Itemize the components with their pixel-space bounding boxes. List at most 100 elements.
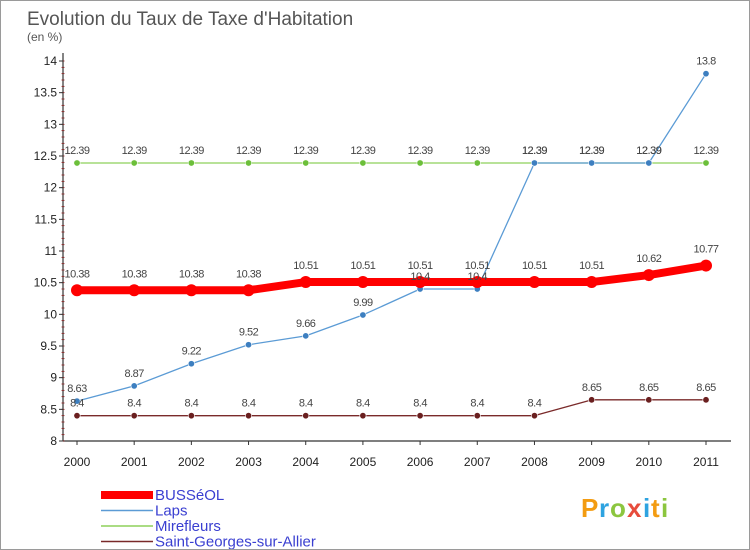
data-label: 8.87 (124, 368, 144, 380)
y-tick-label: 11.5 (35, 212, 58, 226)
data-label: 10.62 (636, 253, 661, 265)
series-layer (71, 70, 712, 420)
data-point (471, 276, 484, 289)
data-point (359, 311, 367, 319)
data-label: 8.4 (242, 398, 256, 410)
data-label: 10.51 (350, 260, 375, 272)
data-label: 12.39 (179, 145, 204, 157)
y-tick-label: 9 (50, 371, 57, 385)
data-label: 8.65 (696, 382, 716, 394)
data-point (299, 276, 312, 289)
series-line (76, 73, 707, 402)
legend-label: Saint-Georges-sur-Allier (155, 534, 316, 550)
data-label: 9.22 (182, 346, 202, 358)
data-label: 12.39 (236, 145, 261, 157)
data-label: 10.51 (408, 260, 433, 272)
x-tick-label: 2010 (635, 455, 662, 469)
proxiti-logo: P r o x i t i (581, 493, 668, 523)
x-tick-label: 2006 (407, 455, 434, 469)
x-tick-label: 2008 (521, 455, 548, 469)
data-point (302, 412, 310, 420)
data-point (245, 412, 253, 420)
data-point (130, 412, 138, 420)
y-tick-label: 13.5 (34, 86, 58, 100)
logo-letter-t: t (651, 493, 660, 523)
data-label: 9.99 (353, 297, 373, 309)
data-point (130, 382, 138, 390)
data-label: 8.65 (582, 382, 602, 394)
y-tick-label: 12.5 (34, 149, 58, 163)
y-tick-label: 8.5 (40, 402, 57, 416)
data-label: 10.51 (579, 260, 604, 272)
data-label: 9.52 (239, 327, 259, 339)
series-buss-ol (71, 259, 712, 297)
data-point (473, 412, 481, 420)
data-label: 12.39 (522, 145, 547, 157)
logo-letter-i2: i (661, 493, 668, 523)
data-point (530, 159, 538, 167)
data-label: 12.39 (636, 145, 661, 157)
data-labels: 10.38 10.38 10.38 10.38 10.51 10.51 10.51 10.51… (64, 56, 719, 410)
data-label: 12.39 (636, 145, 661, 157)
x-tick-label: 2003 (235, 455, 262, 469)
data-label: 8.4 (184, 398, 198, 410)
x-tick-label: 2002 (178, 455, 205, 469)
y-tick-label: 14 (44, 54, 58, 68)
data-label: 8.4 (470, 398, 484, 410)
data-label: 8.4 (528, 398, 542, 410)
series-line (73, 261, 710, 295)
chart-title: Evolution du Taux de Taxe d'Habitation (27, 9, 353, 30)
y-tick-label: 10 (44, 307, 58, 321)
logo-letter-x: x (627, 493, 642, 523)
data-point (242, 284, 255, 297)
data-point (702, 396, 710, 404)
x-tick-label: 2007 (464, 455, 491, 469)
data-label: 10.51 (522, 260, 547, 272)
data-label: 10.38 (122, 268, 147, 280)
data-label: 10.38 (179, 268, 204, 280)
data-point (645, 159, 653, 167)
data-point (530, 412, 538, 420)
data-point (187, 412, 195, 420)
data-label: 12.39 (408, 145, 433, 157)
series-line (76, 399, 707, 417)
data-label: 8.4 (356, 398, 370, 410)
y-tick-label: 10.5 (34, 276, 58, 290)
y-tick-label: 11 (45, 244, 58, 258)
data-label: 10.51 (465, 260, 490, 272)
x-tick-label: 2001 (121, 455, 148, 469)
data-point (128, 284, 141, 297)
x-tick-label: 2005 (350, 455, 377, 469)
data-label: 8.4 (127, 398, 141, 410)
legend-label: Mirefleurs (155, 518, 221, 535)
data-point (642, 269, 655, 282)
data-label: 10.4 (410, 271, 430, 283)
logo-letter-p: P (581, 493, 598, 523)
data-point (585, 276, 598, 289)
data-point (359, 159, 367, 167)
data-label: 12.39 (693, 145, 718, 157)
data-label: 8.63 (67, 383, 87, 395)
axes: 8 8.5 9 9.5 10 10.5 11 11.5 12 12.5 13 13.5 14 2000 20… (34, 53, 731, 469)
data-label: 12.39 (522, 145, 547, 157)
data-point (245, 159, 253, 167)
logo-letter-o: o (610, 493, 626, 523)
data-label: 12.39 (293, 145, 318, 157)
x-tick-label: 2011 (693, 455, 719, 469)
data-label: 8.4 (299, 398, 313, 410)
y-tick-label: 8 (50, 434, 57, 448)
legend-label: Laps (155, 503, 188, 520)
data-label: 10.77 (693, 244, 718, 256)
data-label: 10.38 (236, 268, 261, 280)
y-tick-label: 9.5 (40, 339, 57, 353)
data-point (473, 159, 481, 167)
data-point (245, 341, 253, 349)
data-point (702, 159, 710, 167)
data-point (700, 259, 712, 272)
data-label: 12.39 (122, 145, 147, 157)
data-point (71, 284, 83, 297)
logo-letter-i1: i (643, 493, 650, 523)
data-label: 12.39 (350, 145, 375, 157)
